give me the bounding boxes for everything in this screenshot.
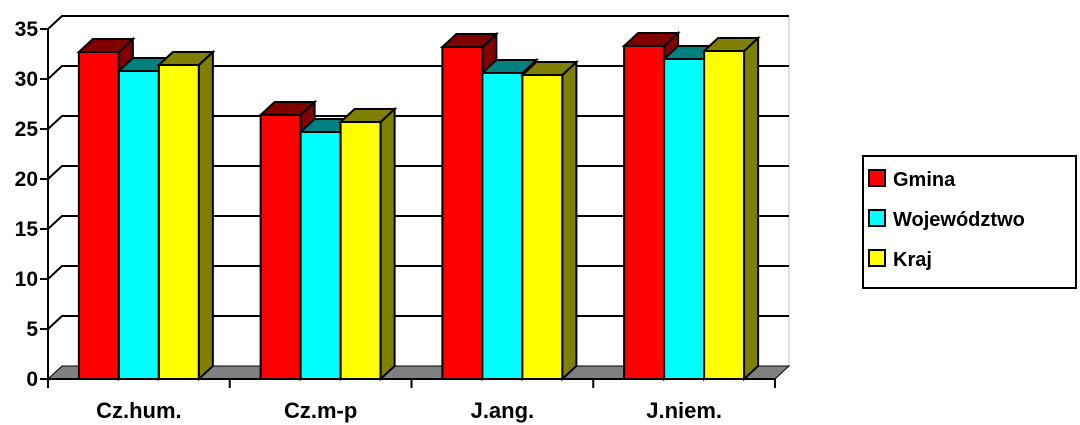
y-tick-label: 0 — [26, 368, 38, 391]
bar-front — [117, 70, 160, 380]
bar-top — [701, 37, 761, 52]
bars — [76, 30, 761, 382]
bar-top — [258, 101, 318, 116]
bar-front — [259, 114, 302, 380]
y-tick-label: 20 — [15, 168, 38, 191]
bar-front — [623, 45, 666, 380]
bar-top — [519, 61, 579, 76]
bar-front — [481, 72, 524, 380]
y-tick-label: 30 — [15, 68, 38, 91]
plot-background — [47, 15, 790, 366]
legend-swatch — [868, 249, 886, 267]
y-tick-labels: 0 5 10 15 20 25 30 35 — [15, 18, 39, 391]
bar-side — [743, 35, 760, 382]
bar-top — [479, 59, 539, 74]
bar-front — [299, 131, 342, 380]
y-tick-label: 25 — [15, 118, 39, 141]
bar-top — [621, 32, 681, 47]
bar — [156, 49, 216, 382]
bar-top — [156, 51, 216, 66]
y-tick-label: 15 — [15, 218, 39, 241]
legend: Gmina Województwo Kraj — [862, 155, 1077, 289]
bar-front — [441, 46, 484, 380]
bar-front — [663, 58, 706, 380]
bar-front — [77, 51, 120, 380]
legend-label: Kraj — [893, 249, 932, 271]
x-tick-labels: Cz.hum. Cz.m-p J.ang. J.niem. — [96, 398, 722, 423]
bar-top — [76, 38, 136, 53]
legend-label: Gmina — [893, 169, 956, 191]
bar-front — [703, 50, 746, 380]
legend-box — [862, 155, 1077, 289]
axes — [40, 28, 776, 388]
bar-top — [439, 33, 499, 48]
bar-front — [521, 74, 564, 380]
bar — [338, 106, 398, 382]
gridline — [47, 15, 789, 30]
legend-swatch — [868, 209, 886, 227]
x-tick-label: J.niem. — [646, 398, 722, 423]
y-tick-label: 5 — [26, 318, 38, 341]
bar — [519, 59, 579, 382]
bar-side — [561, 59, 578, 382]
y-tick-label: 35 — [15, 18, 39, 41]
bar-side — [379, 106, 396, 382]
bar-front — [339, 121, 382, 380]
bar-front — [157, 64, 200, 380]
y-tick-label: 10 — [15, 268, 38, 291]
bar — [701, 35, 761, 382]
bar-side — [197, 49, 214, 382]
x-tick-label: Cz.m-p — [284, 398, 357, 423]
x-tick-label: J.ang. — [471, 398, 535, 423]
x-tick-label: Cz.hum. — [96, 398, 182, 423]
legend-label: Województwo — [893, 209, 1025, 231]
legend-swatch — [868, 169, 886, 187]
bar-top — [338, 108, 398, 123]
